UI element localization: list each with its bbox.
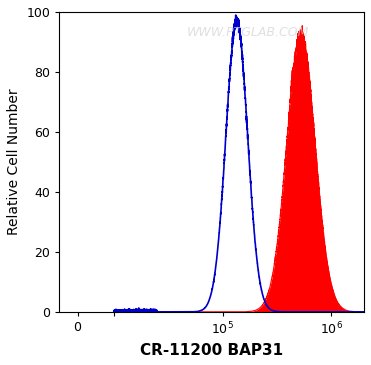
Y-axis label: Relative Cell Number: Relative Cell Number — [7, 89, 21, 235]
Text: WWW.PTGLAB.COM: WWW.PTGLAB.COM — [187, 26, 309, 39]
X-axis label: CR-11200 BAP31: CR-11200 BAP31 — [140, 343, 283, 358]
